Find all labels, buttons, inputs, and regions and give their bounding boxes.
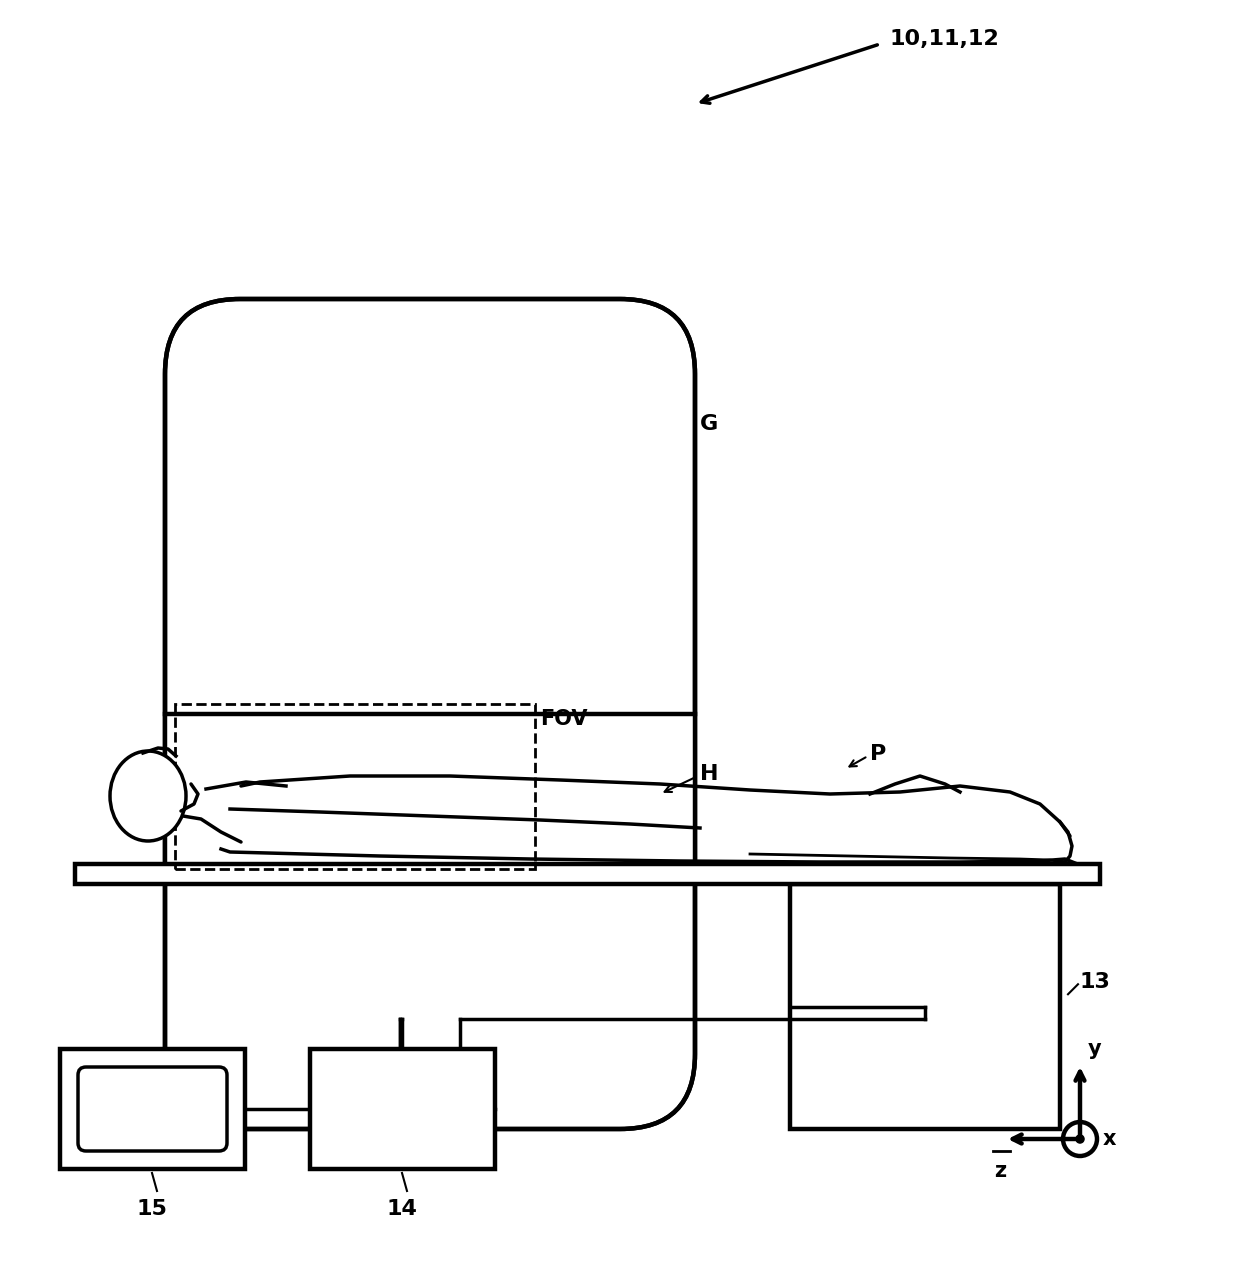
Bar bbox=[310, 1049, 495, 1168]
Text: H: H bbox=[701, 764, 718, 785]
Text: P: P bbox=[870, 743, 887, 764]
Text: FOV: FOV bbox=[539, 709, 588, 729]
Bar bbox=[165, 869, 694, 1129]
Text: x: x bbox=[1104, 1129, 1116, 1149]
Bar bbox=[74, 864, 1100, 883]
Text: 15: 15 bbox=[136, 1199, 167, 1219]
Text: y: y bbox=[1087, 1039, 1101, 1059]
Bar bbox=[167, 715, 693, 868]
Text: z: z bbox=[994, 1161, 1006, 1181]
FancyBboxPatch shape bbox=[78, 1067, 227, 1150]
Text: 13: 13 bbox=[1080, 972, 1111, 993]
Text: 14: 14 bbox=[387, 1199, 418, 1219]
FancyBboxPatch shape bbox=[165, 299, 694, 1129]
Text: 10,11,12: 10,11,12 bbox=[890, 30, 999, 49]
Ellipse shape bbox=[110, 751, 186, 841]
Bar bbox=[60, 1049, 246, 1168]
Bar bbox=[790, 883, 1060, 1129]
Text: G: G bbox=[701, 413, 718, 434]
Circle shape bbox=[1063, 1122, 1097, 1156]
Bar bbox=[165, 299, 694, 714]
FancyBboxPatch shape bbox=[165, 299, 694, 1129]
Circle shape bbox=[1075, 1134, 1085, 1144]
Bar bbox=[175, 704, 534, 869]
